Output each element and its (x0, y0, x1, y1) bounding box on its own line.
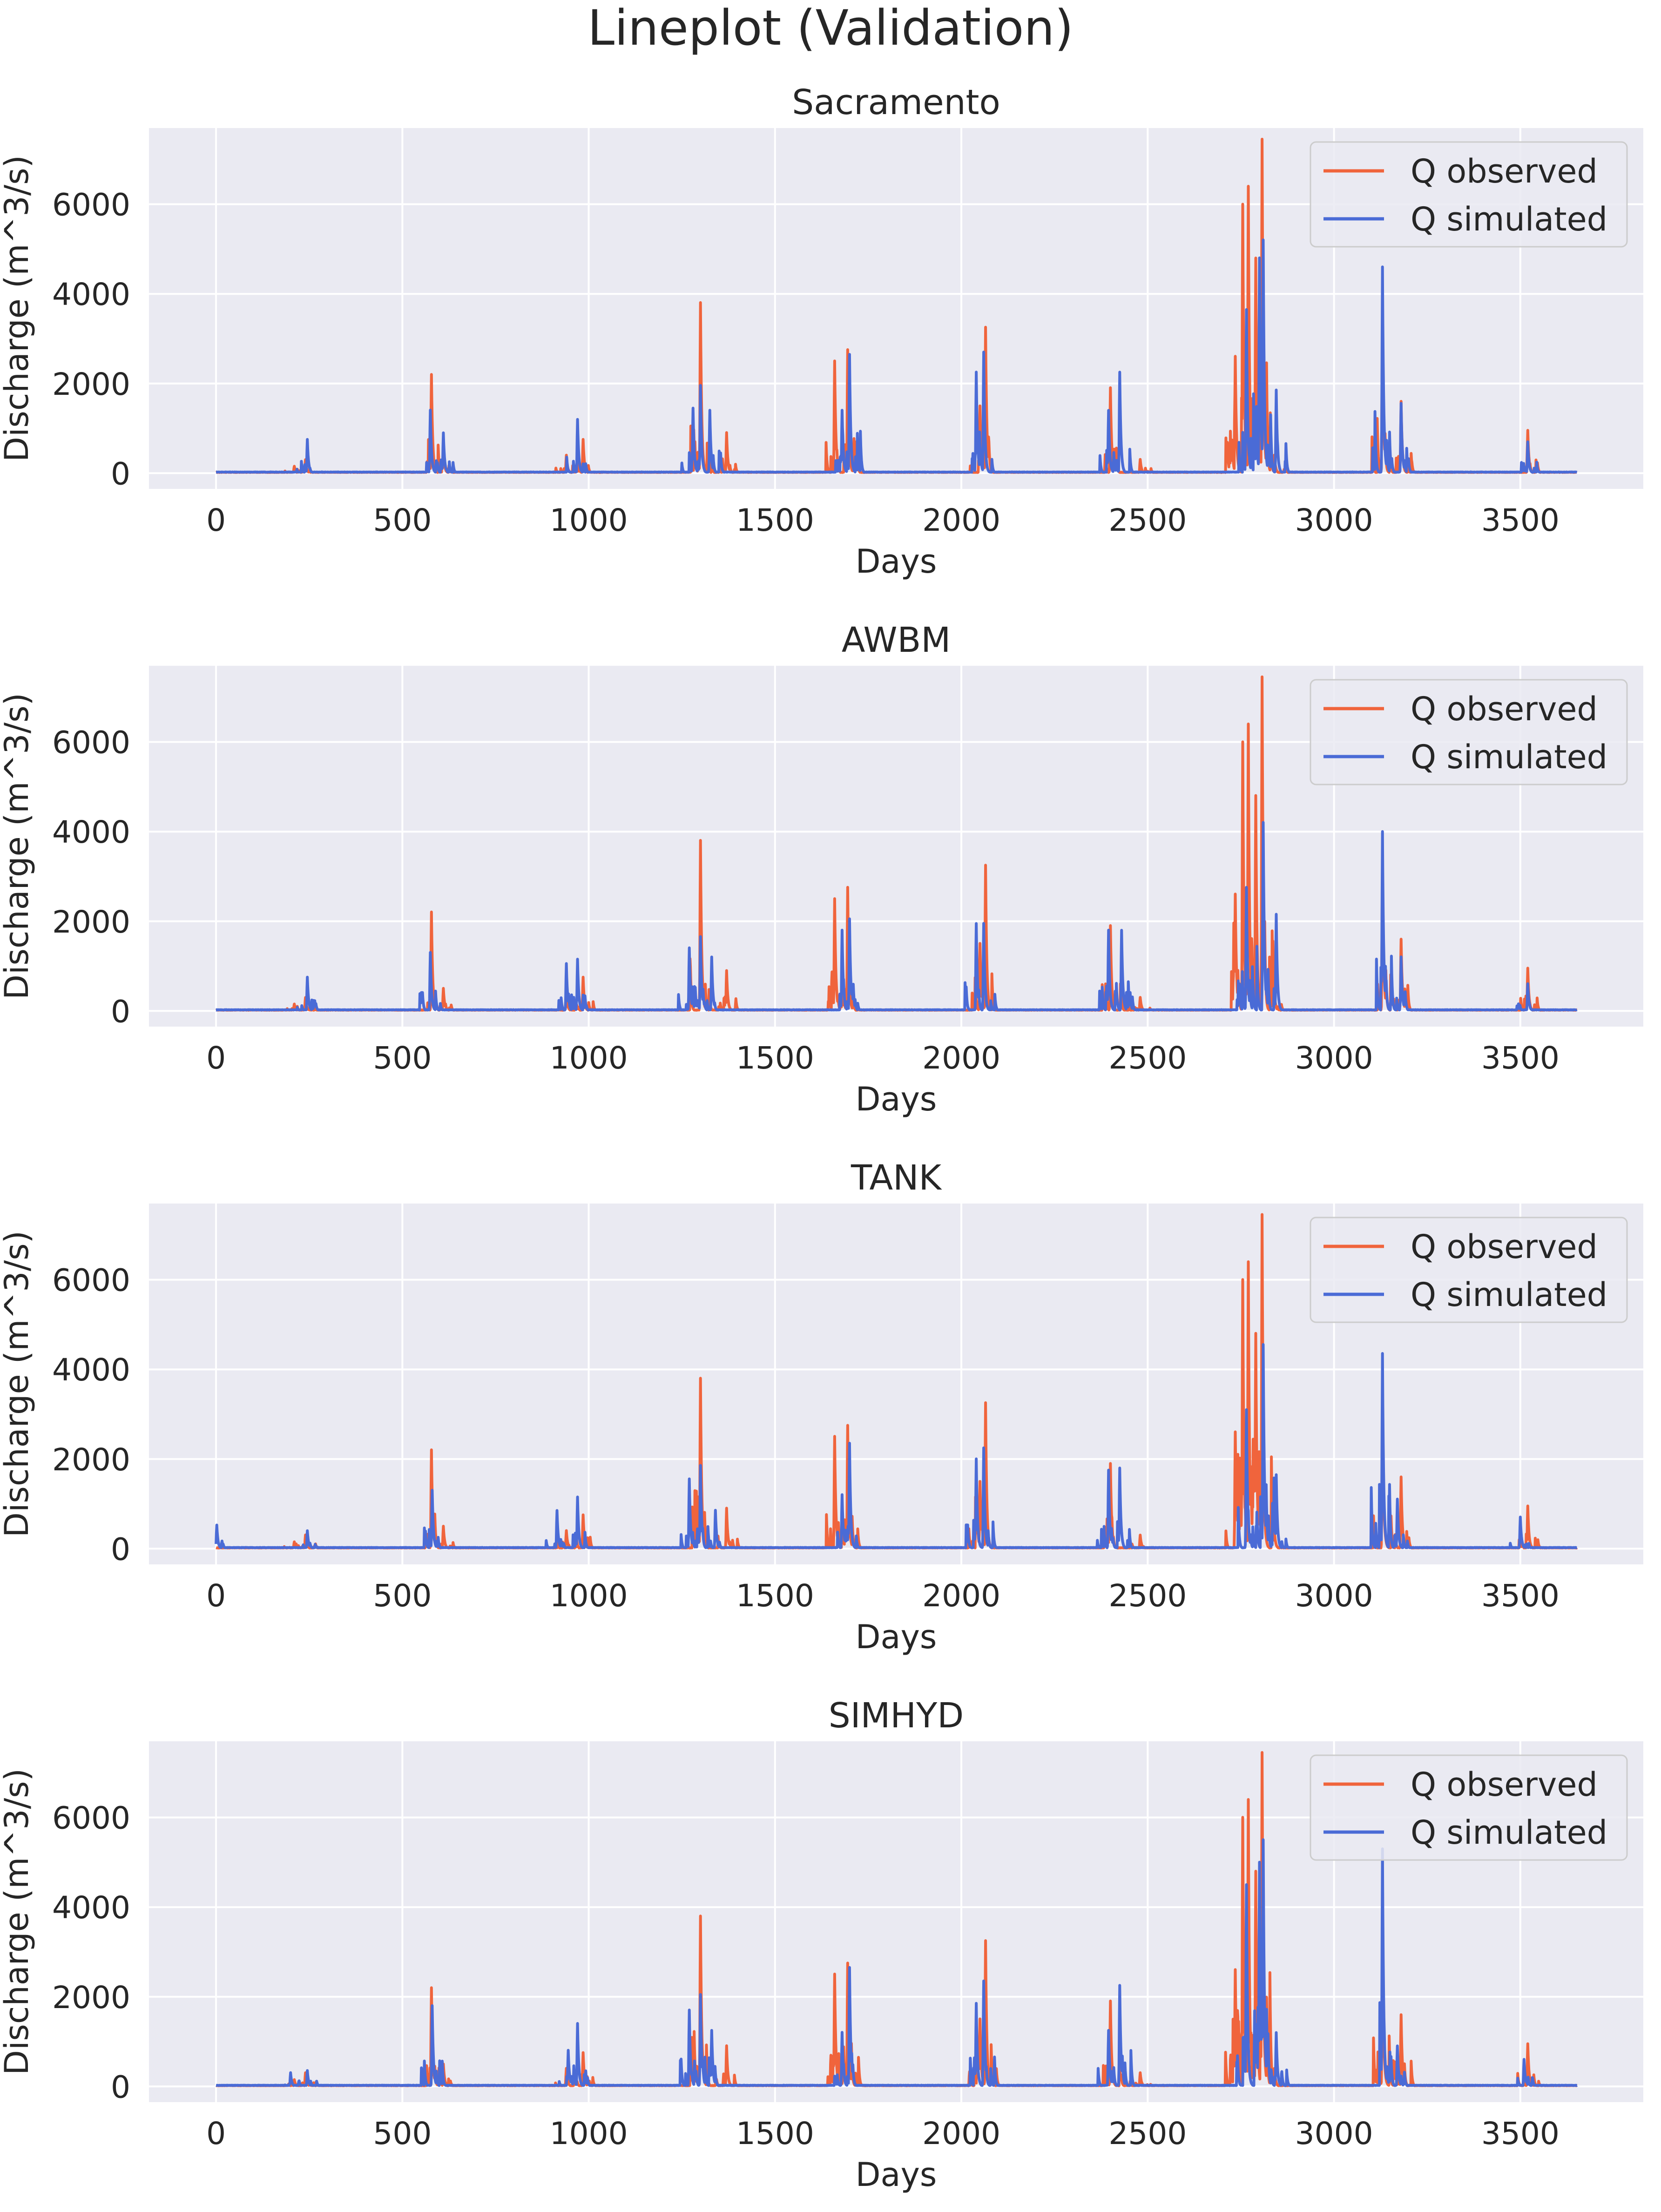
x-tick-label: 3500 (1481, 1040, 1560, 1076)
series-line-q-simulated (215, 821, 1578, 1012)
x-tick-label: 3000 (1295, 1578, 1373, 1614)
legend-label: Q observed (1411, 1228, 1598, 1266)
x-axis-label: Days (856, 542, 937, 581)
legend-box (1310, 679, 1628, 785)
x-tick-label: 3500 (1481, 2116, 1560, 2151)
legend-label: Q observed (1411, 690, 1598, 728)
x-tick-label: 2500 (1108, 502, 1187, 538)
y-tick-label: 2000 (52, 904, 130, 940)
legend: Q observed Q simulated (1310, 1217, 1628, 1323)
legend-box (1310, 141, 1628, 248)
x-tick-label: 1500 (736, 2116, 814, 2151)
panel-title: Sacramento (792, 82, 1000, 122)
panel-title: TANK (851, 1158, 942, 1198)
x-tick-label: 0 (206, 2116, 226, 2151)
x-tick-label: 1000 (550, 2116, 628, 2151)
series-line-q-simulated (215, 1343, 1578, 1549)
y-tick-label: 4000 (52, 1352, 130, 1388)
y-tick-label: 4000 (52, 277, 130, 312)
panel-title: AWBM (842, 620, 951, 660)
y-axis-label: Discharge (m^3/s) (0, 1231, 36, 1537)
y-tick-label: 6000 (52, 725, 130, 761)
y-tick-label: 0 (111, 2069, 130, 2105)
legend-label: Q observed (1411, 152, 1598, 190)
x-tick-label: 2000 (922, 1040, 1000, 1076)
x-tick-label: 500 (373, 1040, 432, 1076)
y-tick-label: 2000 (52, 366, 130, 402)
y-tick-label: 6000 (52, 1263, 130, 1299)
series-line-q-simulated (215, 1838, 1578, 2087)
x-tick-label: 2000 (922, 2116, 1000, 2151)
x-tick-label: 2500 (1108, 1040, 1187, 1076)
y-tick-label: 6000 (52, 1800, 130, 1836)
figure-title: Lineplot (Validation) (587, 0, 1074, 56)
x-tick-label: 500 (373, 2116, 432, 2151)
legend-label: Q simulated (1411, 1276, 1607, 1314)
x-tick-label: 1000 (550, 1578, 628, 1614)
legend: Q observed Q simulated (1310, 679, 1628, 785)
x-tick-label: 2000 (922, 1578, 1000, 1614)
legend-label: Q simulated (1411, 200, 1607, 238)
x-tick-label: 0 (206, 1578, 226, 1614)
y-axis-label: Discharge (m^3/s) (0, 155, 36, 462)
legend: Q observed Q simulated (1310, 141, 1628, 248)
x-tick-label: 3000 (1295, 2116, 1373, 2151)
legend-label: Q simulated (1411, 738, 1607, 776)
y-tick-label: 0 (111, 456, 130, 492)
x-tick-label: 500 (373, 1578, 432, 1614)
series-line-q-simulated (215, 238, 1578, 474)
legend-label: Q simulated (1411, 1813, 1607, 1852)
legend-box (1310, 1217, 1628, 1323)
y-tick-label: 2000 (52, 1442, 130, 1478)
x-tick-label: 3000 (1295, 1040, 1373, 1076)
legend: Q observed Q simulated (1310, 1754, 1628, 1861)
y-tick-label: 2000 (52, 1980, 130, 2016)
y-axis-label: Discharge (m^3/s) (0, 1768, 36, 2075)
x-tick-label: 1500 (736, 502, 814, 538)
y-tick-label: 4000 (52, 814, 130, 850)
y-tick-label: 6000 (52, 187, 130, 223)
y-tick-label: 0 (111, 994, 130, 1029)
x-axis-label: Days (856, 1618, 937, 1656)
x-tick-label: 1000 (550, 502, 628, 538)
legend-box (1310, 1754, 1628, 1861)
x-tick-label: 1500 (736, 1578, 814, 1614)
panel-tank: TANK 0 500 1000 1500 2000 2500 3000 3500 0 2000 400… (0, 1158, 1643, 1656)
x-tick-label: 2500 (1108, 1578, 1187, 1614)
x-tick-label: 3000 (1295, 502, 1373, 538)
x-tick-label: 500 (373, 502, 432, 538)
x-tick-label: 1500 (736, 1040, 814, 1076)
y-tick-label: 4000 (52, 1890, 130, 1926)
legend-label: Q observed (1411, 1766, 1598, 1804)
panel-simhyd: SIMHYD 0 500 1000 1500 2000 2500 3000 3500 0 2000 4… (0, 1696, 1643, 2194)
x-tick-label: 1000 (550, 1040, 628, 1076)
x-tick-label: 0 (206, 1040, 226, 1076)
x-tick-label: 2500 (1108, 2116, 1187, 2151)
x-tick-label: 3500 (1481, 502, 1560, 538)
x-tick-label: 0 (206, 502, 226, 538)
y-axis-label: Discharge (m^3/s) (0, 693, 36, 1000)
panel-title: SIMHYD (829, 1696, 964, 1736)
x-tick-label: 3500 (1481, 1578, 1560, 1614)
panel-awbm: AWBM 0 500 1000 1500 2000 2500 3000 3500 0 2000 400… (0, 620, 1643, 1118)
x-axis-label: Days (856, 2156, 937, 2194)
x-axis-label: Days (856, 1080, 937, 1118)
y-tick-label: 0 (111, 1531, 130, 1567)
panel-sacramento: Sacramento 0 500 1000 1500 2000 2500 3000 3500 0 2… (0, 82, 1643, 581)
x-tick-label: 2000 (922, 502, 1000, 538)
